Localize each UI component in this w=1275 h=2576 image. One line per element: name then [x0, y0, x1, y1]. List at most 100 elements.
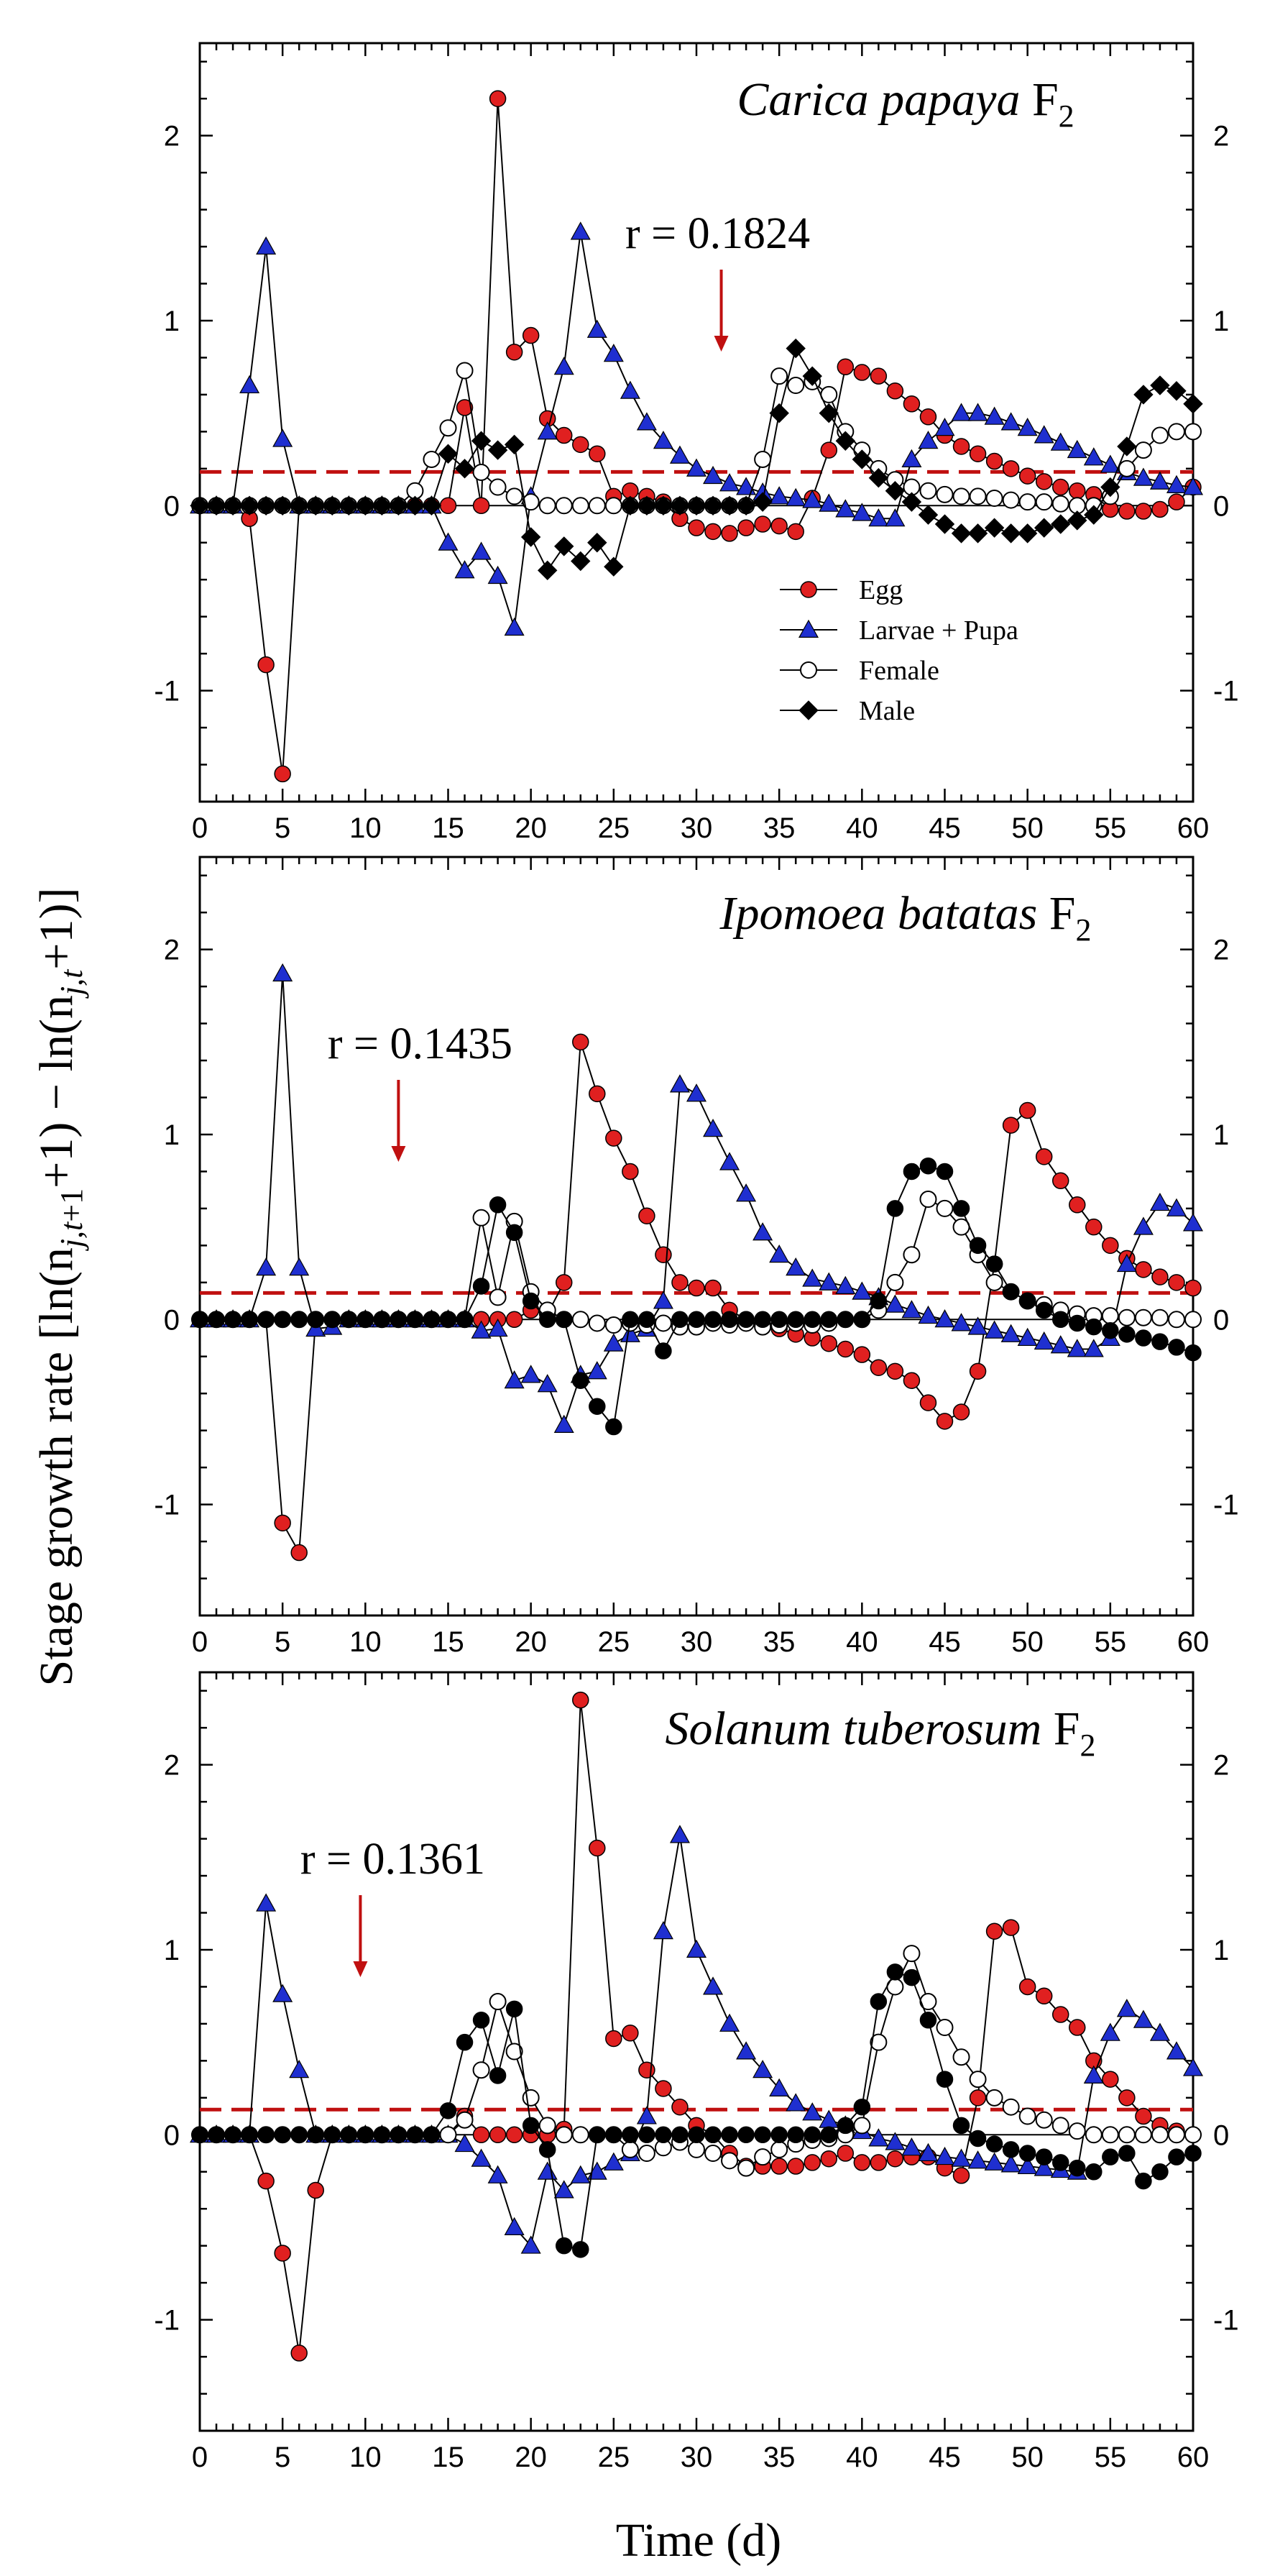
data-point: [870, 367, 888, 385]
data-point: [1168, 2148, 1185, 2165]
data-point: [885, 508, 906, 527]
data-point: [936, 485, 954, 503]
data-point: [272, 428, 293, 447]
x-tick-label: 15: [432, 812, 464, 844]
panel-title-generation: F: [1020, 73, 1058, 126]
data-point: [688, 1311, 705, 1329]
data-point: [603, 344, 624, 362]
data-point: [870, 2154, 888, 2171]
data-point: [504, 434, 525, 455]
data-point: [671, 1274, 689, 1291]
data-point: [390, 1311, 408, 1329]
data-point: [820, 1311, 838, 1329]
data-point: [852, 1281, 873, 1300]
data-point: [1151, 2126, 1169, 2144]
data-point: [1069, 2019, 1086, 2036]
data-point: [886, 2150, 904, 2168]
data-point: [918, 2142, 939, 2162]
data-point: [1018, 2145, 1036, 2162]
data-point: [589, 445, 606, 462]
data-point: [1067, 510, 1087, 531]
data-point: [754, 515, 771, 533]
data-point: [688, 2140, 705, 2158]
data-point: [323, 2126, 341, 2144]
data-point: [1151, 500, 1169, 518]
data-point: [290, 1311, 308, 1329]
data-point: [274, 2126, 291, 2144]
data-point: [570, 2165, 591, 2183]
data-point: [274, 765, 291, 783]
data-point: [1182, 1213, 1204, 1232]
data-point: [1118, 2126, 1136, 2144]
data-point: [1102, 1321, 1119, 1339]
data-point: [571, 1311, 589, 1329]
data-point: [1050, 432, 1071, 451]
data-point: [688, 2126, 705, 2144]
data-point: [1002, 460, 1020, 477]
data-point: [356, 1311, 374, 1329]
data-point: [820, 2150, 838, 2168]
x-tick-label: 40: [846, 1626, 878, 1658]
panel-title: Carica papaya F2: [737, 73, 1074, 134]
data-point: [570, 221, 591, 240]
data-point: [901, 2137, 922, 2156]
data-point: [1051, 1172, 1069, 1190]
data-point: [737, 2126, 755, 2144]
data-point: [704, 2126, 722, 2144]
series-larvae-pupa: [189, 221, 1204, 636]
data-point: [1167, 423, 1185, 441]
data-point: [555, 2237, 573, 2255]
legend-marker: [800, 661, 817, 679]
data-point: [802, 2102, 823, 2121]
data-point: [918, 1305, 939, 1324]
data-point: [721, 525, 738, 542]
data-point: [736, 1183, 757, 1202]
data-point: [1034, 2158, 1054, 2176]
data-point: [638, 2061, 655, 2078]
data-point: [786, 1257, 806, 1276]
data-point: [837, 1340, 855, 1358]
data-point: [621, 2140, 639, 2158]
data-point: [1166, 381, 1187, 401]
data-point: [802, 366, 822, 386]
data-point: [919, 1394, 937, 1411]
data-point: [588, 1314, 606, 1332]
data-point: [837, 2117, 855, 2135]
data-point: [886, 1963, 904, 1981]
data-point: [257, 2172, 275, 2190]
y-tick-label: -1: [154, 676, 180, 707]
data-point: [191, 1311, 208, 1329]
data-point: [471, 1320, 492, 1339]
data-point: [489, 1288, 507, 1306]
y-tick-label-right: 2: [1213, 121, 1229, 152]
data-point: [372, 495, 392, 515]
data-point: [356, 2126, 374, 2144]
data-point: [802, 1268, 823, 1287]
data-point: [903, 1372, 921, 1389]
data-point: [256, 1257, 277, 1276]
data-point: [1149, 471, 1170, 490]
y-tick-label-right: 2: [1213, 935, 1229, 966]
data-point: [522, 2117, 540, 2135]
data-point: [1002, 1117, 1020, 1134]
x-tick-label: 0: [192, 1626, 208, 1658]
x-tick-label: 60: [1177, 2442, 1210, 2473]
data-point: [274, 1514, 291, 1532]
data-point: [571, 497, 589, 515]
data-point: [472, 1278, 490, 1295]
data-point: [239, 375, 260, 394]
data-point: [571, 2126, 589, 2144]
data-point: [1051, 514, 1071, 534]
data-point: [721, 2126, 738, 2144]
data-point: [1101, 2126, 1119, 2144]
y-axis-title-sub1: j,t: [54, 1221, 89, 1251]
data-point: [786, 338, 806, 359]
data-point: [1034, 518, 1054, 538]
data-point: [553, 1414, 574, 1433]
data-point: [586, 319, 607, 338]
data-point: [1166, 1198, 1187, 1216]
data-point: [819, 1272, 839, 1291]
r-label: r = 0.1435: [328, 1019, 512, 1068]
data-point: [985, 2135, 1003, 2153]
data-point: [239, 495, 259, 515]
